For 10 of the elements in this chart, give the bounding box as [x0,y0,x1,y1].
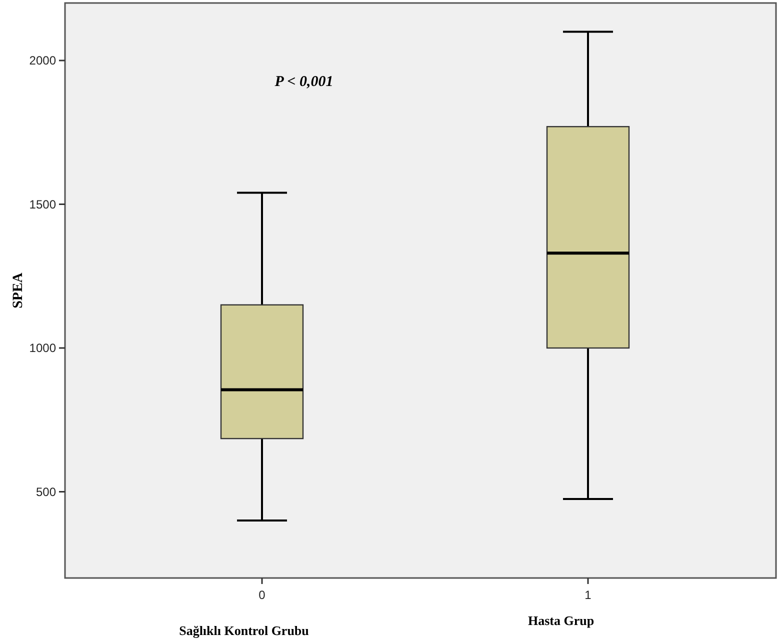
text: Hasta Grup [528,613,594,628]
x-tick-label: 1 [584,588,592,602]
text: Sağlıklı Kontrol Grubu [179,623,309,638]
y-axis-title: SPEA [11,272,26,308]
y-tick-label: 1000 [29,341,56,356]
y-tick-label: 1500 [29,197,56,212]
x-tick-label: 0 [258,588,266,602]
y-tick-label: 500 [36,484,56,499]
y-tick-label: 2000 [29,54,56,68]
annotation: P < 0,001 [274,74,334,90]
